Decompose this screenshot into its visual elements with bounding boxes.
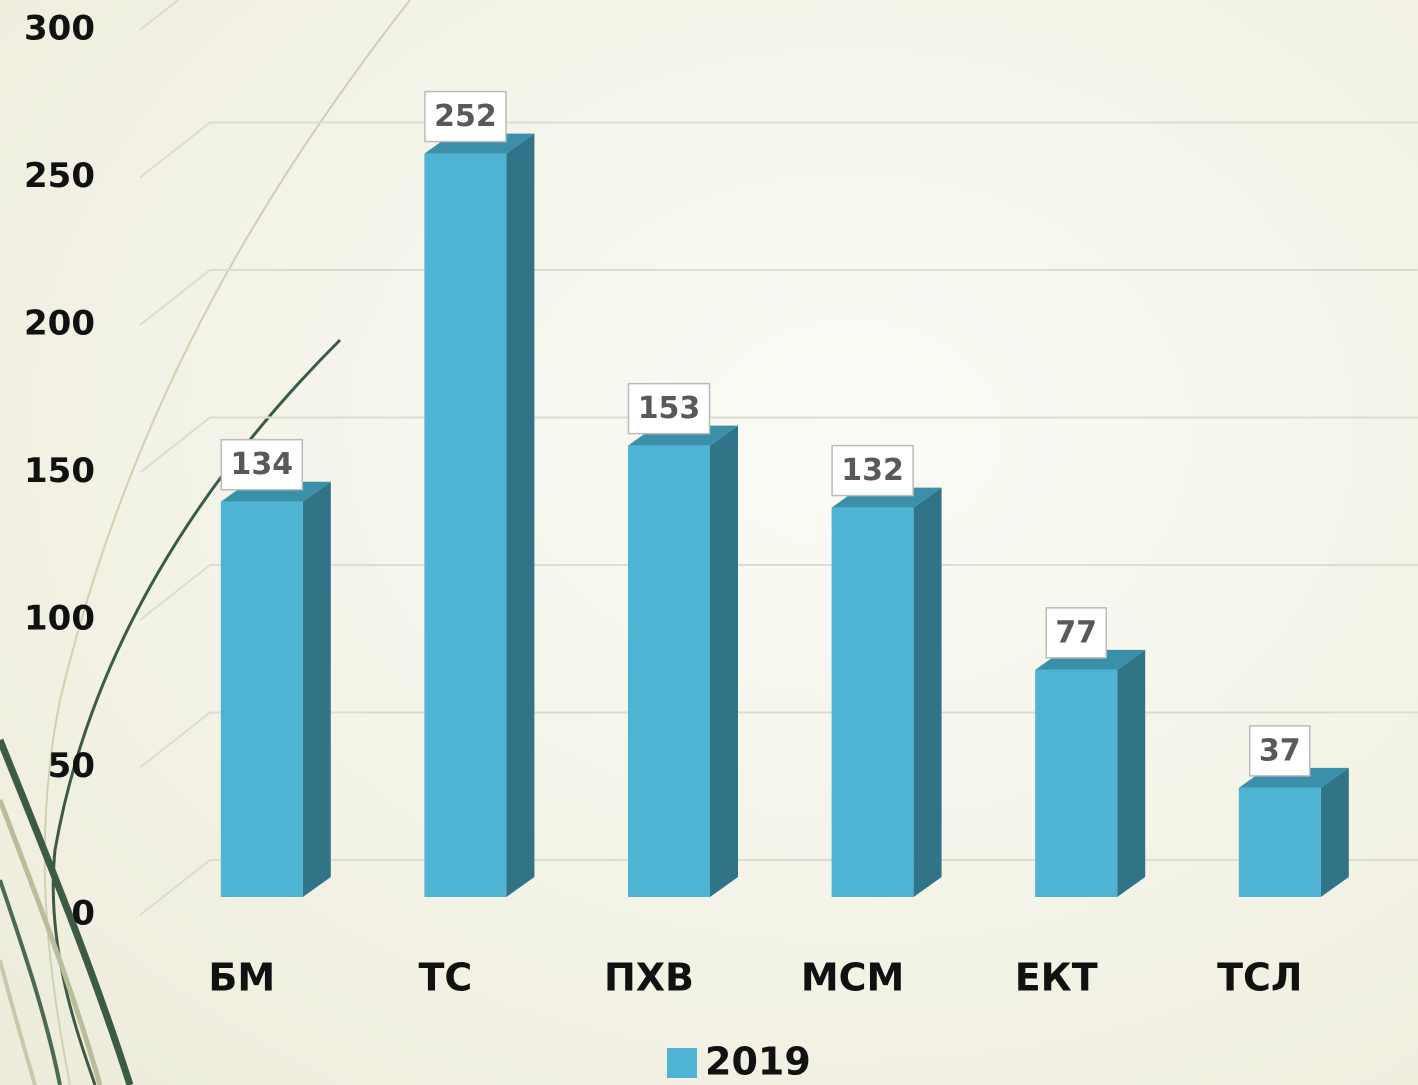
value-label: 77 bbox=[1055, 615, 1097, 650]
bar bbox=[832, 508, 914, 897]
bar-side bbox=[1321, 768, 1349, 897]
legend-swatch bbox=[667, 1048, 697, 1078]
bar-side bbox=[303, 482, 331, 897]
value-label: 252 bbox=[434, 99, 497, 134]
bar bbox=[424, 154, 506, 897]
y-tick-label: 100 bbox=[24, 599, 95, 639]
bar bbox=[628, 446, 710, 897]
y-tick-label: 50 bbox=[48, 746, 95, 786]
y-tick-label: 300 bbox=[24, 9, 95, 49]
x-tick-label: МСМ bbox=[801, 956, 905, 1000]
bar-side bbox=[710, 426, 738, 897]
y-tick-label: 250 bbox=[24, 156, 95, 196]
legend-label: 2019 bbox=[705, 1040, 811, 1084]
bar bbox=[221, 502, 303, 897]
bar-side bbox=[1117, 650, 1145, 897]
x-tick-label: ТС bbox=[418, 956, 472, 1000]
x-tick-label: ПХВ bbox=[604, 956, 694, 1000]
x-tick-label: ТСЛ bbox=[1217, 956, 1302, 1000]
bar-side bbox=[506, 134, 534, 897]
value-label: 132 bbox=[841, 453, 904, 488]
x-tick-label: ЕКТ bbox=[1015, 956, 1098, 1000]
bar bbox=[1035, 670, 1117, 897]
y-tick-label: 150 bbox=[24, 451, 95, 491]
value-label: 37 bbox=[1259, 733, 1301, 768]
y-tick-label: 0 bbox=[71, 894, 95, 934]
value-label: 134 bbox=[230, 447, 293, 482]
chart: 0 50 100 150 200 250 300 БМ ТС ПХВ МСМ ЕКТ ТСЛ 134 252… bbox=[0, 0, 1418, 1085]
bar-side bbox=[914, 488, 942, 897]
x-tick-label: БМ bbox=[208, 956, 275, 1000]
value-label: 153 bbox=[638, 391, 701, 426]
y-tick-label: 200 bbox=[24, 304, 95, 344]
bar bbox=[1239, 788, 1321, 897]
